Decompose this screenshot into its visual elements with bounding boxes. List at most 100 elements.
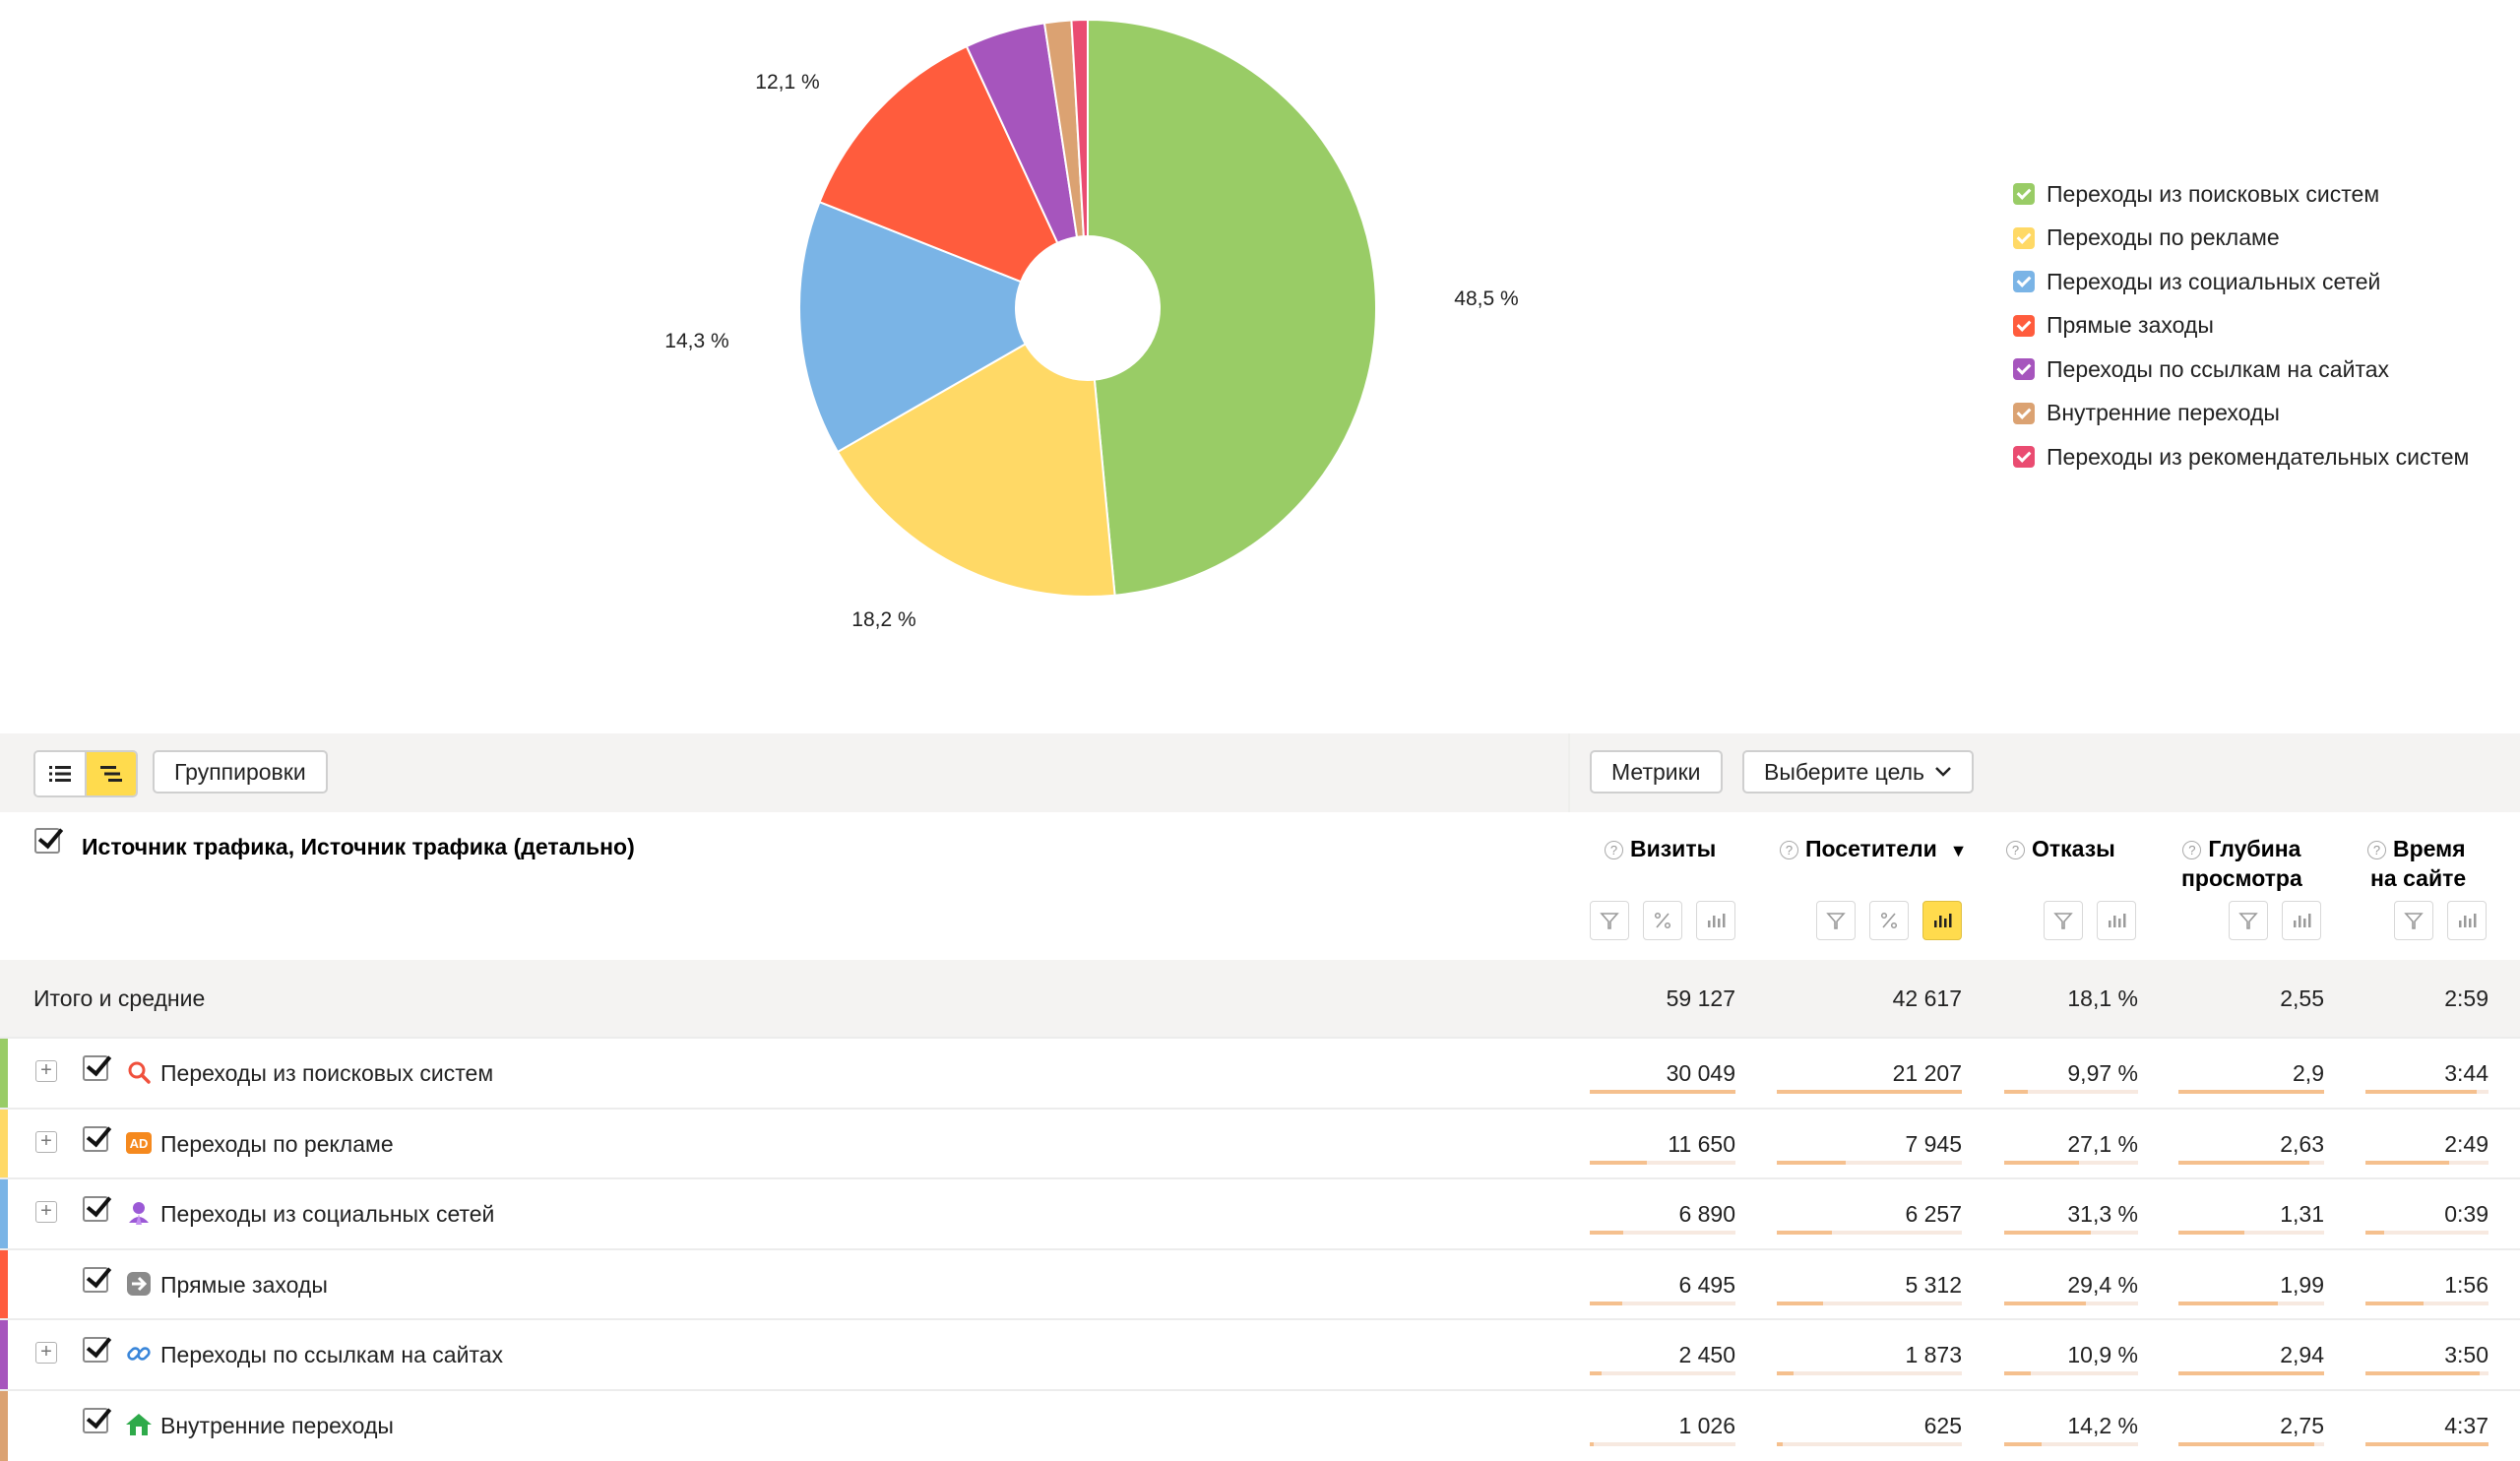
filter-icon[interactable] <box>2229 901 2268 940</box>
filter-icon[interactable] <box>1590 901 1629 940</box>
sort-desc-icon[interactable]: ▼ <box>1949 841 1968 860</box>
column-bounces[interactable]: ? Отказы <box>2006 834 2115 863</box>
percent-icon[interactable] <box>1869 901 1909 940</box>
row-label[interactable]: Внутренние переходы <box>160 1412 394 1438</box>
cell-bar-fill <box>1777 1301 1823 1305</box>
row-checkbox[interactable] <box>83 1196 108 1222</box>
cell-value: 6 257 <box>1905 1201 1962 1227</box>
expand-button[interactable]: + <box>35 1060 57 1082</box>
cell-bar <box>2365 1301 2488 1305</box>
chart-bars-icon[interactable] <box>1696 901 1735 940</box>
column-depth[interactable]: ? Глубина просмотра <box>2181 836 2302 891</box>
filter-icon[interactable] <box>2394 901 2433 940</box>
expand-button[interactable]: + <box>35 1342 57 1364</box>
legend-item[interactable]: Переходы по рекламе <box>2013 217 2469 261</box>
legend-label: Переходы из социальных сетей <box>2047 268 2381 294</box>
totals-label: Итого и средние <box>33 985 206 1011</box>
cell-bar-fill <box>1777 1371 1794 1375</box>
pie-slice[interactable] <box>1087 18 1377 597</box>
list-view-button[interactable] <box>35 752 85 795</box>
metrics-button[interactable]: Метрики <box>1590 750 1723 794</box>
cell-value: 2,9 <box>2293 1060 2324 1086</box>
row-label[interactable]: Переходы по ссылкам на сайтах <box>160 1342 504 1367</box>
pie-slice[interactable] <box>818 44 1059 284</box>
legend-item[interactable]: Прямые заходы <box>2013 304 2469 349</box>
row-label[interactable]: Переходы по рекламе <box>160 1130 394 1157</box>
view-switcher <box>33 750 138 797</box>
row-checkbox[interactable] <box>83 1055 108 1081</box>
expand-button[interactable]: + <box>35 1201 57 1223</box>
cell-value: 6 890 <box>1678 1201 1735 1227</box>
filter-icon[interactable] <box>2044 901 2083 940</box>
legend-item[interactable]: Переходы по ссылкам на сайтах <box>2013 348 2469 392</box>
help-icon[interactable]: ? <box>1780 841 1798 859</box>
cell-bar <box>2365 1441 2488 1446</box>
cell-bar <box>2365 1371 2488 1375</box>
legend-item[interactable]: Переходы из социальных сетей <box>2013 260 2469 304</box>
percent-icon[interactable] <box>1643 901 1682 940</box>
goal-select[interactable]: Выберите цель <box>1742 750 1975 794</box>
help-icon[interactable]: ? <box>2367 841 2386 859</box>
chart-bars-icon[interactable] <box>2282 901 2321 940</box>
legend-checkbox[interactable] <box>2013 271 2035 293</box>
cell-value: 14,2 % <box>2067 1412 2138 1438</box>
table-row[interactable]: + AD Переходы по рекламе 11 650 7 945 27,1 % 2… <box>0 1107 2520 1179</box>
table-row[interactable]: Прямые заходы 6 495 5 312 29,4 % 1,99 1:56 <box>0 1247 2520 1320</box>
legend-checkbox[interactable] <box>2013 358 2035 381</box>
pie-slice[interactable] <box>836 343 1116 598</box>
row-label[interactable]: Переходы из поисковых систем <box>160 1060 494 1086</box>
row-checkbox[interactable] <box>83 1266 108 1293</box>
tree-icon <box>100 766 122 782</box>
legend-checkbox[interactable] <box>2013 183 2035 206</box>
legend-checkbox[interactable] <box>2013 314 2035 337</box>
help-icon[interactable]: ? <box>1605 841 1623 859</box>
table-row[interactable]: + Переходы из поисковых систем 30 049 21 20… <box>0 1037 2520 1109</box>
table-row[interactable]: + Переходы из социальных сетей 6 890 6 257 3… <box>0 1177 2520 1249</box>
cell-bar <box>2004 1090 2138 1094</box>
pie-slice[interactable] <box>798 200 1028 454</box>
cell-bar-fill <box>1590 1231 1623 1235</box>
slice-label: 14,3 % <box>664 330 728 352</box>
cell-bar-fill <box>2004 1160 2079 1165</box>
table-header: Источник трафика, Источник трафика (дета… <box>0 812 2520 960</box>
table-row[interactable]: Внутренние переходы 1 026 625 14,2 % 2,75 4:3… <box>0 1388 2520 1461</box>
chart-bars-icon[interactable] <box>1922 901 1962 940</box>
row-label[interactable]: Прямые заходы <box>160 1271 328 1298</box>
row-color-marker <box>0 1039 8 1109</box>
cell-value: 625 <box>1923 1412 1962 1438</box>
select-all-checkbox[interactable] <box>34 828 60 854</box>
row-checkbox[interactable] <box>83 1125 108 1152</box>
cell-bar <box>2004 1160 2138 1165</box>
chart-bars-icon[interactable] <box>2447 901 2487 940</box>
row-label[interactable]: Переходы из социальных сетей <box>160 1201 495 1227</box>
filter-icon[interactable] <box>1816 901 1856 940</box>
search-icon <box>125 1058 153 1086</box>
expand-button[interactable]: + <box>35 1130 57 1153</box>
cell-bar-fill <box>2004 1441 2042 1446</box>
column-visits[interactable]: ? Визиты <box>1605 834 1716 863</box>
legend-checkbox[interactable] <box>2013 226 2035 249</box>
legend-checkbox[interactable] <box>2013 446 2035 469</box>
row-checkbox[interactable] <box>83 1337 108 1363</box>
column-visitors[interactable]: ? Посетители ▼ <box>1780 834 1967 865</box>
total-value: 59 127 <box>1666 985 1735 1011</box>
legend-item[interactable]: Переходы из рекомендательных систем <box>2013 435 2469 479</box>
tree-view-button[interactable] <box>85 752 136 795</box>
legend-label: Внутренние переходы <box>2047 400 2280 426</box>
legend-checkbox[interactable] <box>2013 402 2035 424</box>
legend-item[interactable]: Переходы из поисковых систем <box>2013 172 2469 217</box>
help-icon[interactable]: ? <box>2006 841 2025 859</box>
legend-label: Переходы из поисковых систем <box>2047 180 2380 207</box>
cell-value: 21 207 <box>1892 1060 1962 1086</box>
table-row[interactable]: + Переходы по ссылкам на сайтах 2 450 1 873… <box>0 1318 2520 1390</box>
row-color-marker <box>0 1109 8 1179</box>
pie-slice[interactable] <box>1070 18 1089 238</box>
cell-bar <box>2004 1441 2138 1446</box>
cell-bar-fill <box>2004 1301 2086 1305</box>
legend-item[interactable]: Внутренние переходы <box>2013 392 2469 436</box>
help-icon[interactable]: ? <box>2182 841 2202 859</box>
chart-bars-icon[interactable] <box>2097 901 2136 940</box>
row-checkbox[interactable] <box>83 1407 108 1433</box>
column-time[interactable]: ? Время на сайте <box>2367 834 2466 893</box>
groupings-button[interactable]: Группировки <box>153 750 328 794</box>
